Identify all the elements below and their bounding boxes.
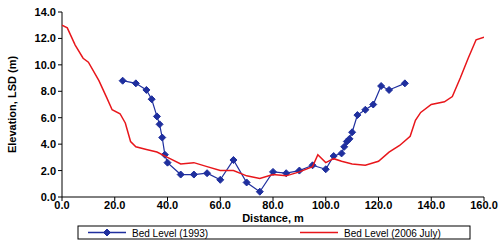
- legend-label: Bed Level (1993): [132, 228, 208, 239]
- marker: [156, 121, 163, 128]
- marker: [346, 135, 353, 142]
- marker: [159, 134, 166, 141]
- marker: [164, 159, 171, 166]
- y-tick: [58, 117, 62, 118]
- marker: [148, 96, 155, 103]
- legend-box: [78, 226, 470, 239]
- y-tick-label: 6.0: [41, 112, 56, 124]
- legend-marker: [104, 229, 111, 236]
- marker: [362, 106, 369, 113]
- marker: [370, 101, 377, 108]
- x-tick-label: 80.0: [262, 199, 283, 211]
- marker: [338, 150, 345, 157]
- chart: 0.02.04.06.08.010.012.014.00.020.040.060…: [0, 0, 500, 240]
- marker: [322, 166, 329, 173]
- marker: [243, 179, 250, 186]
- y-tick: [58, 197, 62, 198]
- marker: [119, 77, 126, 84]
- x-tick-label: 40.0: [157, 199, 178, 211]
- marker: [153, 113, 160, 120]
- x-tick-label: 100.0: [312, 199, 340, 211]
- marker: [349, 129, 356, 136]
- legend: Bed Level (1993) Bed Level (2006 July): [78, 226, 470, 239]
- marker: [386, 86, 393, 93]
- y-tick-label: 10.0: [35, 59, 56, 71]
- y-tick-label: 12.0: [35, 32, 56, 44]
- x-tick-label: 0.0: [54, 199, 69, 211]
- y-tick: [58, 91, 62, 92]
- legend-label: Bed Level (2006 July): [344, 228, 441, 239]
- marker: [354, 112, 361, 119]
- plot-area: [62, 25, 484, 195]
- y-tick: [58, 12, 62, 13]
- y-tick-label: 14.0: [35, 6, 56, 18]
- y-tick-label: 2.0: [41, 165, 56, 177]
- marker: [143, 86, 150, 93]
- marker: [256, 188, 263, 195]
- y-tick: [58, 64, 62, 65]
- x-tick-label: 140.0: [417, 199, 445, 211]
- y-tick: [58, 144, 62, 145]
- x-axis-label: Distance, m: [242, 212, 304, 224]
- marker: [217, 176, 224, 183]
- legend-swatch: [300, 232, 338, 234]
- x-tick-label: 160.0: [470, 199, 498, 211]
- y-tick-label: 4.0: [41, 138, 56, 150]
- y-tick: [58, 170, 62, 171]
- y-tick: [58, 38, 62, 39]
- marker: [401, 80, 408, 87]
- marker: [230, 157, 237, 164]
- marker: [378, 83, 385, 90]
- marker: [132, 80, 139, 87]
- marker: [177, 171, 184, 178]
- y-tick-label: 8.0: [41, 85, 56, 97]
- marker: [190, 171, 197, 178]
- x-tick-label: 60.0: [210, 199, 231, 211]
- x-tick-label: 120.0: [365, 199, 393, 211]
- x-tick-label: 20.0: [104, 199, 125, 211]
- marker: [204, 170, 211, 177]
- series-line: [62, 25, 484, 178]
- series-line: [123, 81, 405, 192]
- y-axis-label: Elevation, LSD (m): [6, 56, 18, 154]
- y-axis: [62, 12, 63, 197]
